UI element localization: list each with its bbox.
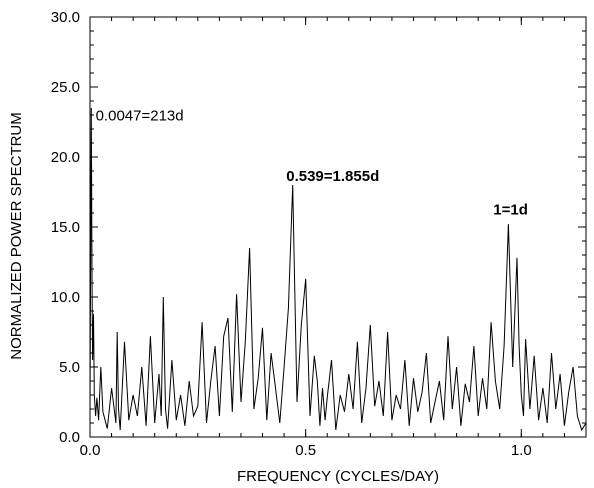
x-tick-label: 1.0 [511,442,532,459]
x-tick-label: 0.0 [80,442,101,459]
annotation-label: 0.0047=213d [96,108,184,125]
plot-area [89,16,587,438]
x-axis-title: FREQUENCY (CYCLES/DAY) [237,468,439,485]
y-tick-label: 25.0 [51,79,80,96]
y-tick-label: 20.0 [51,149,80,166]
y-tick-label: 15.0 [51,219,80,236]
x-tick-labels: 0.0 0.5 1.0 [80,442,532,459]
series-line [89,107,587,432]
annotations: 0.0047=213d 0.539=1.855d 1=1d [96,108,528,219]
y-tick-labels: 0.0 5.0 10.0 15.0 20.0 25.0 30.0 [51,9,80,446]
y-axis-title: NORMALIZED POWER SPECTRUM [8,112,25,360]
y-tick-label: 0.0 [59,429,80,446]
y-tick-label: 30.0 [51,9,80,26]
x-tick-label: 0.5 [295,442,316,459]
annotation-label: 1=1d [493,201,528,218]
annotation-label: 0.539=1.855d [286,168,379,185]
y-tick-label: 10.0 [51,289,80,306]
y-tick-label: 5.0 [59,359,80,376]
